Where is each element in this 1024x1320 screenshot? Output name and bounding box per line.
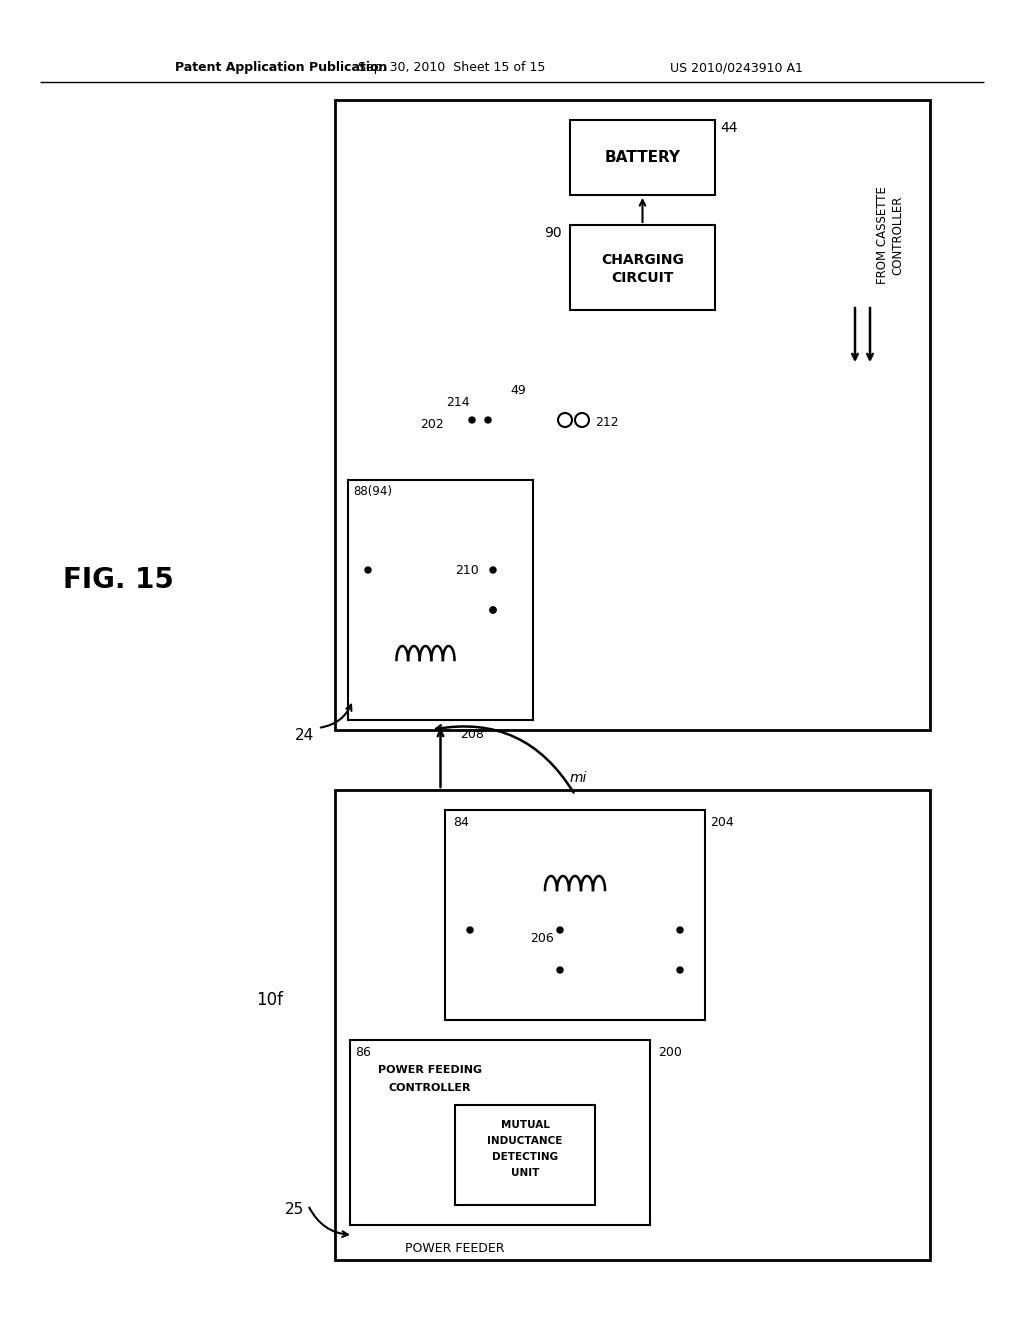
Circle shape xyxy=(365,568,371,573)
Circle shape xyxy=(485,417,490,422)
Text: 86: 86 xyxy=(355,1045,371,1059)
Text: FROM CASSETTE
CONTROLLER: FROM CASSETTE CONTROLLER xyxy=(876,186,904,284)
Text: 206: 206 xyxy=(530,932,554,945)
Text: FIG. 15: FIG. 15 xyxy=(62,566,173,594)
Text: US 2010/0243910 A1: US 2010/0243910 A1 xyxy=(670,62,803,74)
Circle shape xyxy=(490,607,496,612)
Text: 10f: 10f xyxy=(256,991,284,1008)
Text: CHARGING: CHARGING xyxy=(601,252,684,267)
Bar xyxy=(350,1040,650,1225)
Text: BATTERY: BATTERY xyxy=(604,150,681,165)
Text: MUTUAL: MUTUAL xyxy=(501,1119,550,1130)
Circle shape xyxy=(677,968,683,973)
Text: 84: 84 xyxy=(453,816,469,829)
Text: 44: 44 xyxy=(720,121,737,135)
Text: 202: 202 xyxy=(420,418,443,432)
Bar xyxy=(335,100,930,730)
Text: Sep. 30, 2010  Sheet 15 of 15: Sep. 30, 2010 Sheet 15 of 15 xyxy=(358,62,546,74)
Text: INDUCTANCE: INDUCTANCE xyxy=(487,1137,562,1146)
Text: 214: 214 xyxy=(446,396,470,408)
Text: 25: 25 xyxy=(286,1203,304,1217)
Text: 88(94): 88(94) xyxy=(353,486,392,499)
Bar xyxy=(348,480,534,719)
Text: POWER FEEDING: POWER FEEDING xyxy=(378,1065,482,1074)
Text: UNIT: UNIT xyxy=(511,1168,540,1177)
Bar xyxy=(445,810,705,1020)
Circle shape xyxy=(467,927,473,933)
Bar xyxy=(335,789,930,1261)
Text: mi: mi xyxy=(570,771,588,785)
Text: CONTROLLER: CONTROLLER xyxy=(389,1082,471,1093)
Bar xyxy=(570,224,715,310)
Text: CIRCUIT: CIRCUIT xyxy=(611,271,674,285)
Text: 208: 208 xyxy=(461,727,484,741)
Circle shape xyxy=(490,568,496,573)
Text: 49: 49 xyxy=(510,384,525,396)
Bar xyxy=(455,1105,595,1205)
Text: 210: 210 xyxy=(455,564,479,577)
Text: 200: 200 xyxy=(658,1045,682,1059)
Text: DETECTING: DETECTING xyxy=(492,1152,558,1162)
Text: 204: 204 xyxy=(710,816,734,829)
Circle shape xyxy=(557,968,563,973)
Circle shape xyxy=(557,927,563,933)
Circle shape xyxy=(469,417,475,422)
Text: 90: 90 xyxy=(545,226,562,240)
Bar xyxy=(570,120,715,195)
Text: Patent Application Publication: Patent Application Publication xyxy=(175,62,387,74)
Circle shape xyxy=(677,927,683,933)
Text: 212: 212 xyxy=(595,416,618,429)
Text: POWER FEEDER: POWER FEEDER xyxy=(406,1242,505,1254)
Circle shape xyxy=(490,607,496,612)
Text: 24: 24 xyxy=(295,727,314,742)
